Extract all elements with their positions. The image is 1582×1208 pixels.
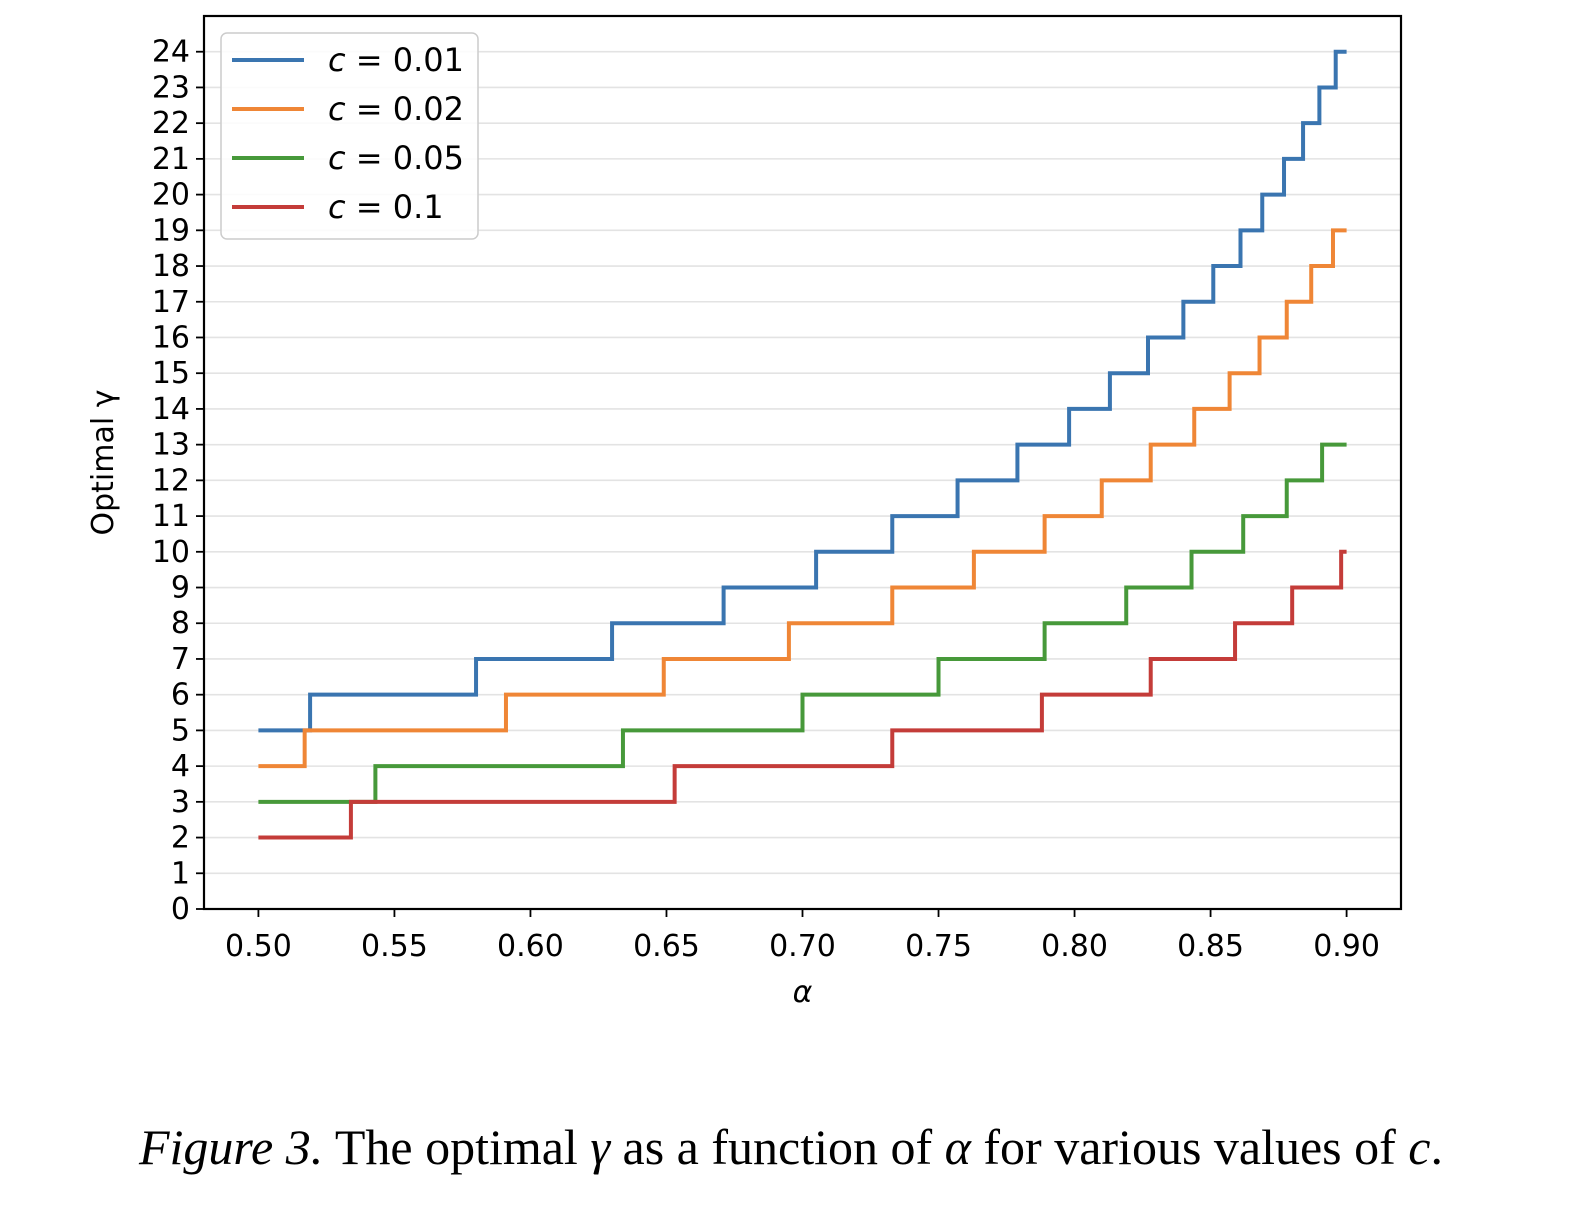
- caption-gamma: γ: [590, 1119, 611, 1175]
- y-tick-label: 11: [152, 499, 190, 534]
- y-tick-label: 19: [152, 213, 190, 248]
- y-tick-label: 22: [152, 106, 190, 141]
- x-tick-label: 0.65: [633, 929, 700, 964]
- y-tick-label: 17: [152, 285, 190, 320]
- y-tick-label: 14: [152, 392, 190, 427]
- caption-c: c: [1408, 1119, 1431, 1175]
- legend-label: c = 0.05: [328, 139, 464, 177]
- x-axis-label: α: [793, 975, 813, 1010]
- caption-alpha: α: [944, 1119, 971, 1175]
- y-tick-label: 24: [152, 35, 190, 70]
- x-axis-ticks: 0.50 0.55 0.60 0.65 0.70 0.75 0.80 0.85 0.90: [225, 909, 1380, 964]
- legend-label: c = 0.01: [328, 41, 464, 79]
- legend-label: c = 0.02: [328, 90, 464, 128]
- y-tick-label: 8: [171, 606, 190, 641]
- y-tick-label: 16: [152, 320, 190, 355]
- series-line-3: [258, 442, 1347, 804]
- legend: c = 0.01 c = 0.02 c = 0.05 c = 0.1: [220, 32, 479, 240]
- x-tick-label: 0.50: [225, 929, 292, 964]
- y-tick-label: 20: [152, 178, 190, 213]
- series-lines: [258, 49, 1347, 840]
- x-tick-label: 0.75: [905, 929, 972, 964]
- caption-text-1: The optimal: [334, 1119, 591, 1175]
- figure-caption: Figure 3. The optimal γ as a function of…: [0, 1118, 1582, 1176]
- y-tick-label: 1: [171, 856, 190, 891]
- x-tick-label: 0.90: [1313, 929, 1380, 964]
- y-tick-label: 10: [152, 535, 190, 570]
- caption-text-2: as a function of: [610, 1119, 945, 1175]
- x-tick-label: 0.80: [1041, 929, 1108, 964]
- step-chart: 0.50 0.55 0.60 0.65 0.70 0.75 0.80 0.85 0.90 012…: [86, 14, 1403, 1010]
- caption-label: Figure 3.: [138, 1119, 324, 1175]
- y-tick-label: 2: [171, 821, 190, 856]
- series-line-4: [258, 549, 1347, 840]
- caption-text-3: for various values of: [970, 1119, 1409, 1175]
- y-tick-label: 12: [152, 463, 190, 498]
- y-tick-label: 3: [171, 785, 190, 820]
- legend-label: c = 0.1: [328, 188, 444, 226]
- series-line-1: [258, 49, 1347, 733]
- legend-box: [220, 32, 479, 240]
- y-tick-label: 21: [152, 142, 190, 177]
- y-tick-label: 4: [171, 749, 190, 784]
- y-tick-label: 9: [171, 571, 190, 606]
- x-tick-label: 0.55: [361, 929, 428, 964]
- y-tick-label: 18: [152, 249, 190, 284]
- x-tick-label: 0.70: [769, 929, 836, 964]
- x-tick-label: 0.60: [497, 929, 564, 964]
- y-tick-label: 15: [152, 356, 190, 391]
- series-line-2: [258, 228, 1347, 769]
- y-axis-label: Optimal γ: [86, 390, 121, 536]
- y-tick-label: 0: [171, 892, 190, 927]
- y-tick-label: 7: [171, 642, 190, 677]
- y-tick-label: 13: [152, 428, 190, 463]
- y-tick-label: 5: [171, 713, 190, 748]
- y-tick-label: 6: [171, 678, 190, 713]
- caption-end: .: [1430, 1119, 1444, 1175]
- y-tick-label: 23: [152, 70, 190, 105]
- x-tick-label: 0.85: [1177, 929, 1244, 964]
